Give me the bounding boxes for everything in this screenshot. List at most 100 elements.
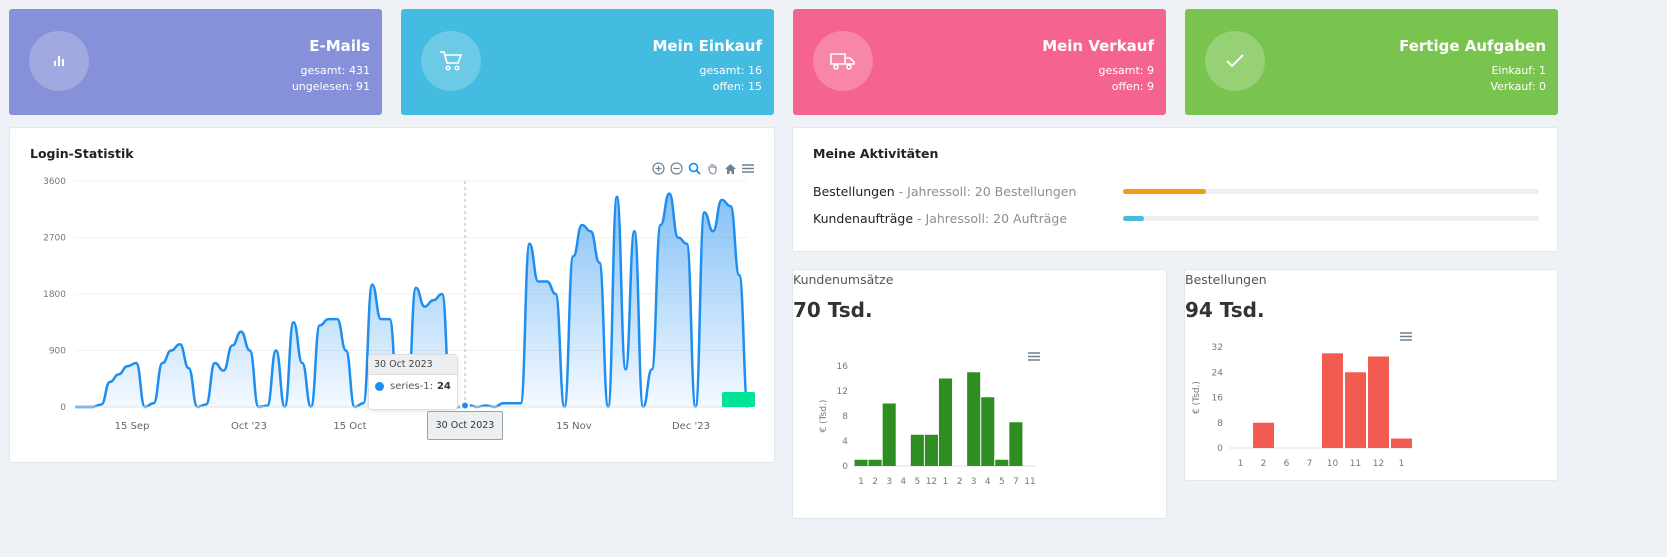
x-tick-label: Dec '23	[672, 421, 710, 432]
bar	[1345, 372, 1366, 448]
menu-icon[interactable]	[1027, 348, 1041, 367]
bar	[1368, 356, 1389, 448]
stat-card-line1: Einkauf: 1	[1491, 64, 1546, 77]
hover-marker	[460, 400, 470, 411]
chart-toolbar	[651, 161, 755, 175]
activity-label: Kundenaufträge	[813, 211, 914, 226]
activity-label: Bestellungen	[813, 184, 895, 199]
stat-card-1[interactable]: Mein Einkauf gesamt: 16 offen: 15	[401, 9, 774, 115]
activities-panel: Meine Aktivitäten Bestellungen - Jahress…	[792, 127, 1558, 252]
x-tick-label: 5	[999, 477, 1005, 487]
pan-icon[interactable]	[705, 161, 719, 175]
y-tick-label: 24	[1212, 368, 1224, 378]
login-chart[interactable]: 0 900 1800 2700 3600 15 Sep Oct '23 15 Oct 15 No…	[10, 128, 776, 464]
chart-tooltip: 30 Oct 2023 series-1: 24	[368, 354, 458, 410]
activity-progress-fill	[1123, 189, 1207, 194]
x-tick-label: 15 Oct	[333, 421, 366, 432]
last-value-marker	[722, 392, 755, 407]
x-tick-label: 2	[1261, 459, 1267, 469]
bar	[1009, 422, 1023, 466]
bar	[1253, 422, 1274, 448]
y-tick-label: 1800	[43, 290, 66, 300]
bestellungen-panel: Bestellungen 94 Tsd. 0 8 16 24 32 € (Tsd.) 1 2 6…	[1184, 269, 1558, 481]
stat-card-line1: gesamt: 9	[1098, 64, 1154, 77]
stat-card-0[interactable]: E-Mails gesamt: 431 ungelesen: 91	[9, 9, 382, 115]
login-statistics-panel: Login-Statistik 0 900 1800 2700 3600 15 Sep Oc…	[9, 127, 775, 463]
y-axis-label: € (Tsd.)	[819, 400, 829, 433]
bar	[910, 434, 924, 466]
stat-card-line2: offen: 15	[712, 80, 762, 93]
tooltip-date: 30 Oct 2023	[369, 355, 457, 375]
activity-sub: - Jahressoll: 20 Aufträge	[913, 211, 1068, 226]
activity-row: Bestellungen - Jahressoll: 20 Bestellung…	[813, 184, 1076, 199]
stat-card-line1: gesamt: 431	[300, 64, 370, 77]
y-tick-label: 8	[1217, 419, 1223, 429]
activities-title: Meine Aktivitäten	[813, 146, 939, 161]
cart-icon	[421, 31, 481, 91]
stat-card-2[interactable]: Mein Verkauf gesamt: 9 offen: 9	[793, 9, 1166, 115]
stat-card-line2: Verkauf: 0	[1490, 80, 1546, 93]
check-icon	[1205, 31, 1265, 91]
y-tick-label: 16	[837, 362, 849, 372]
tooltip-value: 24	[436, 381, 451, 392]
bar-chart-icon	[29, 31, 89, 91]
x-tick-label: 1	[858, 477, 864, 487]
zoom-select-icon[interactable]	[687, 161, 701, 175]
bar	[854, 459, 868, 466]
y-tick-label: 4	[842, 437, 848, 447]
x-tick-label: 2	[957, 477, 963, 487]
bestellungen-value: 94 Tsd.	[1185, 298, 1265, 322]
activity-sub: - Jahressoll: 20 Bestellungen	[894, 184, 1077, 199]
x-tick-label: 15 Sep	[115, 421, 150, 432]
zoom-out-icon[interactable]	[669, 161, 683, 175]
x-tick-label: Oct '23	[231, 421, 267, 432]
activity-progress-fill	[1123, 216, 1144, 221]
stat-card-title: Fertige Aufgaben	[1399, 37, 1546, 55]
y-tick-label: 0	[842, 462, 848, 472]
x-tick-label: 1	[1399, 459, 1405, 469]
x-tick-label: 3	[971, 477, 977, 487]
y-tick-label: 2700	[43, 234, 66, 244]
x-tick-label: 10	[1327, 459, 1339, 469]
kundenumsaetze-label: Kundenumsätze	[793, 272, 894, 287]
login-statistics-title: Login-Statistik	[30, 146, 134, 161]
tooltip-series: series-1:	[390, 381, 433, 392]
x-tick-label: 12	[926, 477, 937, 487]
bar	[995, 459, 1009, 466]
x-tick-label: 4	[900, 477, 906, 487]
y-tick-label: 900	[49, 347, 66, 357]
stat-card-title: Mein Einkauf	[652, 37, 762, 55]
y-tick-label: 3600	[43, 177, 66, 187]
crosshair-label: 30 Oct 2023	[427, 411, 503, 440]
bar	[981, 397, 995, 466]
series-area	[75, 193, 748, 407]
zoom-in-icon[interactable]	[651, 161, 665, 175]
x-tick-label: 6	[1284, 459, 1290, 469]
bar	[1391, 438, 1412, 448]
bar	[967, 372, 981, 466]
stat-card-title: Mein Verkauf	[1042, 37, 1154, 55]
kundenumsaetze-value: 70 Tsd.	[793, 298, 873, 322]
x-tick-label: 5	[914, 477, 920, 487]
x-tick-label: 11	[1024, 477, 1035, 487]
y-tick-label: 0	[1217, 444, 1223, 454]
y-tick-label: 8	[842, 412, 848, 422]
bar	[938, 378, 953, 466]
x-tick-label: 7	[1013, 477, 1019, 487]
y-tick-label: 12	[837, 387, 848, 397]
bar	[868, 459, 882, 466]
menu-icon[interactable]	[741, 161, 755, 175]
y-tick-label: 0	[60, 403, 66, 413]
menu-icon[interactable]	[1399, 328, 1413, 347]
home-icon[interactable]	[723, 161, 737, 175]
bar	[924, 434, 938, 466]
activity-progress-track	[1123, 189, 1539, 194]
series-marker-icon	[375, 382, 384, 391]
truck-icon	[813, 31, 873, 91]
stat-card-line1: gesamt: 16	[699, 64, 762, 77]
stat-card-3[interactable]: Fertige Aufgaben Einkauf: 1 Verkauf: 0	[1185, 9, 1558, 115]
x-tick-label: 15 Nov	[556, 421, 592, 432]
y-axis-label: € (Tsd.)	[1192, 381, 1202, 414]
